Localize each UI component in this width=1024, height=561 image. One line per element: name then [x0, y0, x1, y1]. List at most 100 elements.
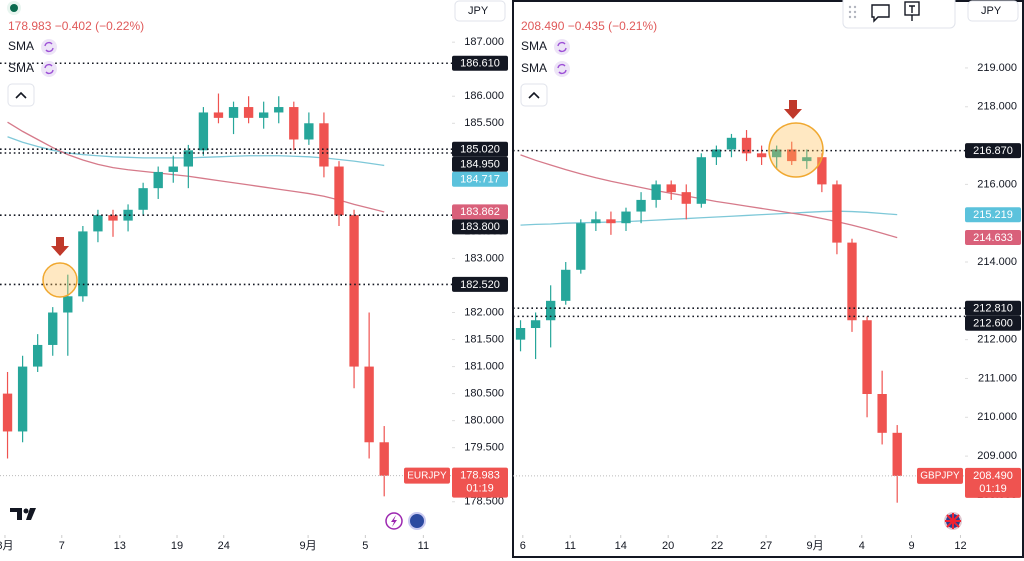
last-price-box — [452, 467, 508, 498]
x-tick-label: 4 — [859, 540, 865, 552]
candle-body — [561, 269, 571, 301]
x-tick-label: 20 — [662, 540, 674, 552]
lightning — [391, 515, 397, 527]
candle-body — [847, 242, 857, 321]
candle-body — [138, 188, 148, 210]
y-tick-label: 186.000 — [464, 90, 504, 102]
price-label: 212.810 — [973, 303, 1013, 315]
last-price-label: 178.983 — [460, 470, 500, 482]
uk-cross — [945, 513, 961, 529]
y-tick-label: 219.000 — [977, 62, 1017, 74]
currency-button[interactable] — [967, 0, 1019, 22]
indicator-icon-glyph — [557, 41, 567, 53]
candle-body — [379, 442, 389, 476]
candle-body — [741, 137, 752, 154]
indicator-icon — [554, 61, 570, 77]
price-label-box — [965, 207, 1021, 223]
price-label: 216.870 — [973, 145, 1013, 157]
x-tick-label: 8月 — [0, 540, 14, 552]
x-tick-label: 22 — [711, 540, 723, 552]
x-tick-label: 14 — [615, 540, 627, 552]
x-tick-label: 12 — [954, 540, 966, 552]
indicator-name: SMA — [521, 39, 547, 53]
drawing-toolbar — [842, 0, 956, 29]
caret-up — [528, 91, 540, 99]
collapse-button[interactable] — [7, 83, 35, 107]
candle-body — [666, 184, 676, 193]
plot-area — [515, 130, 902, 503]
y-tick-label: 216.000 — [977, 178, 1017, 190]
x-tick-label: 11 — [418, 540, 429, 552]
caret-up — [15, 91, 27, 99]
text-tool[interactable] — [904, 1, 920, 21]
candle-body — [274, 107, 284, 113]
x-tick-label: 27 — [760, 540, 772, 552]
indicator-icon-glyph — [557, 63, 567, 75]
plot-area — [2, 93, 389, 497]
candle-body — [711, 149, 722, 158]
candle-body — [213, 112, 224, 118]
symbol-tag — [917, 467, 963, 484]
candle-body — [17, 366, 28, 432]
y-tick-label: 212.000 — [977, 334, 1017, 346]
x-tick-label: 5 — [362, 540, 368, 552]
price-label: 215.219 — [973, 209, 1013, 221]
y-tick-label: 211.000 — [978, 372, 1017, 384]
candle-body — [681, 192, 691, 204]
x-tick-label: 13 — [114, 540, 126, 552]
countdown: 01:19 — [466, 483, 494, 495]
price-label-box — [965, 315, 1021, 331]
indicator-icon — [554, 39, 570, 55]
quote: 208.490 −0.435 (−0.21%) — [521, 19, 657, 33]
candle-body — [530, 320, 541, 329]
x-tick-label: 6 — [520, 540, 526, 552]
tv-logo — [10, 508, 36, 520]
highlight-circle — [768, 122, 824, 178]
candle-body — [591, 219, 601, 224]
eu-flag-icon[interactable] — [408, 512, 426, 530]
candle-body — [726, 137, 737, 150]
price-label-box — [965, 143, 1021, 159]
drag-handle — [848, 5, 857, 19]
candle-body — [108, 215, 118, 221]
price-label: 184.950 — [460, 159, 500, 171]
currency-button[interactable] — [454, 0, 506, 22]
price-label-box — [452, 55, 508, 71]
price-label-box — [452, 219, 508, 235]
currency: JPY — [981, 5, 1002, 17]
candle-body — [802, 157, 812, 162]
candle-body — [817, 157, 827, 185]
y-tick-label: 178.500 — [464, 496, 504, 508]
price-label: 214.633 — [973, 232, 1013, 244]
candle-body — [832, 184, 842, 243]
price-label-box — [452, 156, 508, 172]
quote: 178.983 −0.402 (−0.22%) — [8, 19, 144, 33]
comment-tool[interactable] — [871, 4, 890, 23]
price-label: 186.610 — [460, 58, 500, 70]
candle-body — [892, 432, 902, 476]
candle-body — [289, 107, 299, 140]
indicator-name: SMA — [8, 61, 34, 75]
candle-body — [349, 215, 359, 367]
candle-body — [228, 107, 239, 118]
x-tick-label: 7 — [59, 540, 65, 552]
candle-body — [198, 112, 209, 151]
collapse-button[interactable] — [520, 83, 548, 107]
price-label-box — [965, 229, 1021, 245]
currency: JPY — [468, 5, 489, 17]
price-label: 183.800 — [460, 221, 500, 233]
price-label-box — [452, 204, 508, 220]
symbol-name: GBPJPY — [920, 471, 960, 482]
symbol-name: EURJPY — [407, 470, 447, 481]
x-tick-label: 11 — [565, 540, 576, 552]
indicator-icon-glyph — [44, 41, 54, 53]
candle-body — [168, 166, 178, 172]
indicator-name: SMA — [8, 39, 34, 53]
indicator-icon — [41, 39, 57, 55]
y-tick-label: 180.000 — [464, 415, 504, 427]
candle-body — [78, 231, 88, 297]
candle-body — [636, 199, 646, 212]
candle-body — [304, 123, 314, 140]
candle-body — [787, 149, 797, 162]
candle-body — [93, 215, 103, 232]
